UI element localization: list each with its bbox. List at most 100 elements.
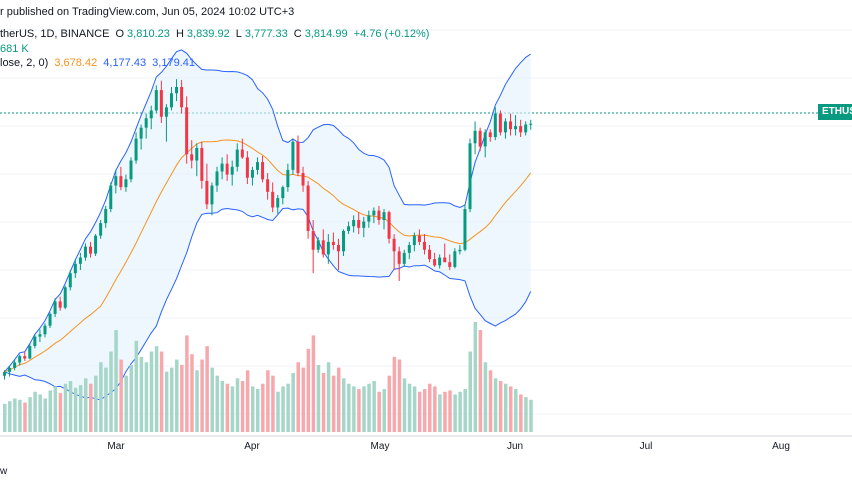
volume-bar: [478, 330, 483, 432]
candle-body: [119, 176, 123, 188]
candle-body: [417, 235, 421, 242]
candle-body: [245, 157, 249, 178]
volume-bar: [387, 375, 392, 432]
volume-bar: [352, 386, 356, 432]
volume-bar: [205, 346, 209, 432]
candle-body: [382, 212, 386, 220]
candle-body: [18, 356, 22, 363]
volume-bar: [119, 359, 123, 432]
candles: [3, 79, 533, 380]
bb-fill: [4, 49, 531, 401]
candle-body: [498, 113, 502, 133]
candle-body: [438, 257, 442, 266]
volume-bar: [43, 398, 47, 432]
candle-body: [235, 149, 239, 167]
volume-bar: [493, 378, 498, 432]
candle-body: [63, 287, 67, 308]
candle-body: [180, 86, 184, 108]
candle-body: [448, 262, 452, 267]
candle-body: [407, 245, 411, 253]
candle-body: [473, 130, 477, 144]
volume-bar: [266, 370, 270, 432]
candle-body: [154, 90, 158, 111]
volume-bar: [18, 399, 22, 432]
x-tick-label: Apr: [244, 441, 260, 452]
candle-body: [367, 215, 371, 222]
candle-body: [195, 148, 199, 161]
volume-bar: [362, 386, 366, 432]
volume-bar: [175, 359, 179, 432]
candle-body: [342, 230, 346, 252]
volume-bar: [114, 330, 118, 432]
ohlc-line: therUS, 1D, BINANCE O 3,810.23 H 3,839.92 …: [0, 28, 430, 40]
candle-body: [134, 138, 138, 161]
candle-body: [306, 185, 310, 231]
candle-body: [271, 191, 275, 208]
volume-bar: [468, 351, 473, 432]
volume-bar: [200, 359, 204, 432]
volume-bar: [225, 383, 230, 432]
volume-bar: [357, 389, 361, 432]
candle-body: [392, 238, 396, 252]
volume-bar: [235, 378, 240, 432]
candle-body: [493, 113, 497, 138]
candle-body: [159, 90, 163, 117]
volume-bar: [503, 383, 508, 432]
candle-body: [291, 141, 295, 170]
candle-body: [412, 235, 416, 246]
candle-body: [357, 220, 361, 228]
candle-body: [326, 241, 330, 255]
candle-body: [529, 123, 533, 125]
volume-bar: [134, 340, 139, 432]
volume-bar: [261, 383, 265, 432]
volume-bar: [296, 362, 300, 432]
volume-bar: [250, 386, 255, 432]
volume-bar: [271, 375, 275, 432]
volume-bar: [8, 401, 12, 432]
candle-body: [124, 179, 128, 188]
candle-body: [443, 257, 447, 263]
candle-body: [240, 149, 244, 158]
volume-bar: [53, 386, 58, 432]
x-tick-label: Aug: [772, 441, 790, 452]
candle-body: [83, 246, 87, 258]
candle-body: [301, 173, 305, 186]
candle-body: [38, 334, 42, 337]
volume-bar: [463, 389, 467, 432]
volume-bar: [48, 390, 53, 432]
volume-bar: [13, 398, 17, 432]
volume-bar: [104, 367, 108, 432]
candle-body: [89, 246, 93, 254]
candle-body: [13, 362, 17, 368]
candle-body: [352, 220, 356, 227]
volume-bar: [407, 383, 412, 432]
volume-bar: [33, 391, 37, 432]
volume-bar: [149, 351, 154, 432]
candle-body: [276, 198, 280, 208]
bollinger-bands: [4, 49, 532, 401]
volume-bar: [422, 389, 427, 432]
candle-body: [428, 249, 432, 260]
volume-bar: [68, 381, 73, 432]
candle-body: [514, 126, 518, 130]
volume-value: 681 K: [0, 43, 29, 55]
volume-bar: [23, 402, 27, 432]
volume-bar: [180, 364, 184, 432]
candle-body: [321, 240, 325, 255]
candle-body: [53, 301, 57, 314]
candle-body: [519, 126, 523, 133]
volume-bar: [286, 383, 290, 432]
volume-bar: [367, 383, 371, 432]
candle-body: [387, 212, 391, 239]
volume-bar: [306, 348, 311, 432]
volume-bar: [402, 378, 407, 432]
candle-body: [43, 325, 47, 335]
volume-bar: [514, 389, 518, 432]
last-price-tag: ETHUS: [818, 104, 852, 120]
candle-body: [99, 223, 103, 236]
candle-body: [149, 110, 153, 119]
volume-bar: [291, 372, 295, 432]
volume-bar: [164, 371, 169, 432]
volume-bar: [326, 362, 331, 432]
